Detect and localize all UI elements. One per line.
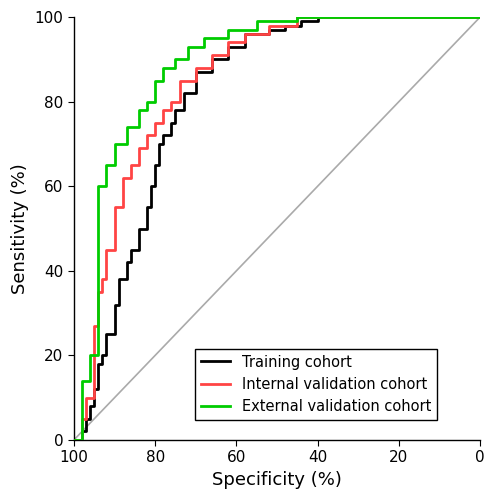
Legend: Training cohort, Internal validation cohort, External validation cohort: Training cohort, Internal validation coh… [195,348,437,420]
X-axis label: Specificity (%): Specificity (%) [212,471,342,489]
Y-axis label: Sensitivity (%): Sensitivity (%) [11,163,29,294]
